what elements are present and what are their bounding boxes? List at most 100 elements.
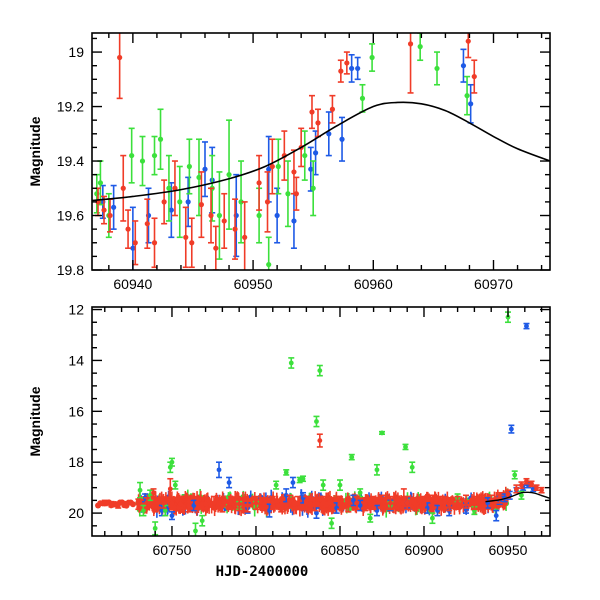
marker <box>183 234 189 240</box>
marker <box>463 499 469 505</box>
marker <box>161 500 166 506</box>
marker <box>191 503 197 508</box>
data-point <box>198 503 205 510</box>
y-tick-label: 14 <box>68 352 84 368</box>
data-point-red <box>303 495 310 511</box>
marker <box>308 166 314 172</box>
marker <box>413 501 418 507</box>
data-point-green <box>300 475 307 483</box>
marker <box>199 518 205 524</box>
marker <box>320 482 326 488</box>
top-panel: 60940 60950 60960 60970 19 19.2 19.4 19.6 19.8 M… <box>27 32 551 292</box>
y-tick-label: 19.8 <box>57 262 84 278</box>
data-point-red <box>437 495 444 511</box>
series-blue <box>99 48 474 270</box>
data-point-red <box>308 94 315 130</box>
data-point-red <box>293 176 300 211</box>
marker <box>135 501 141 507</box>
marker <box>169 459 175 465</box>
data-point-red <box>261 497 268 512</box>
x-tick-label: 60940 <box>113 276 152 292</box>
marker <box>186 163 192 170</box>
marker <box>371 500 376 506</box>
marker <box>421 500 427 506</box>
data-point-blue <box>185 176 192 228</box>
marker <box>152 525 158 531</box>
marker <box>317 438 323 443</box>
marker <box>256 180 262 186</box>
bottom-x-axis-title: HJD-2400000 <box>216 564 309 580</box>
data-point-green <box>348 453 355 461</box>
x-tick-label: 60970 <box>474 276 513 292</box>
data-point-red <box>513 484 520 494</box>
marker <box>302 152 308 159</box>
data-point-green <box>226 119 233 230</box>
marker <box>524 478 529 484</box>
marker <box>101 207 107 213</box>
marker <box>508 426 514 432</box>
data-point-red <box>345 498 352 513</box>
data-point-green <box>93 173 100 214</box>
marker <box>196 174 202 180</box>
data-point-red <box>343 51 350 75</box>
marker <box>167 486 173 492</box>
marker <box>446 501 452 507</box>
data-point-blue <box>307 146 314 192</box>
data-point-red <box>378 494 385 509</box>
data-point-green <box>367 513 374 523</box>
data-point-red <box>429 494 436 509</box>
data-point-red <box>232 198 239 260</box>
data-point-green <box>316 364 323 377</box>
data-point-red <box>219 498 226 513</box>
data-point-green <box>336 479 343 492</box>
data-point-blue <box>110 184 117 230</box>
data-point-red <box>420 495 427 511</box>
marker <box>269 163 275 170</box>
marker <box>177 199 183 205</box>
bottom-panel: 60750 60800 60850 60900 60950 12 14 16 18 20 Magn… <box>27 302 551 580</box>
data-point-blue <box>325 111 332 157</box>
data-point-green <box>151 135 158 176</box>
marker <box>168 207 174 213</box>
marker <box>102 500 108 506</box>
data-point-green <box>378 430 385 436</box>
data-point-blue <box>145 187 152 244</box>
marker <box>293 191 299 197</box>
marker <box>139 158 146 164</box>
marker <box>471 73 477 80</box>
data-point-red <box>160 497 167 509</box>
data-point-red <box>528 480 535 488</box>
data-point-blue <box>265 135 272 203</box>
marker <box>144 500 150 506</box>
data-point-blue <box>201 141 208 198</box>
data-point-blue <box>233 173 240 258</box>
marker <box>291 218 297 224</box>
data-point-red <box>241 201 248 270</box>
data-point-red <box>188 217 195 269</box>
marker <box>270 500 276 506</box>
marker <box>261 501 267 507</box>
marker <box>125 226 131 232</box>
marker <box>429 499 435 505</box>
data-point-green <box>373 463 380 476</box>
data-point <box>307 501 314 508</box>
data-point-green <box>284 160 291 228</box>
data-point-red <box>407 33 414 94</box>
marker <box>189 240 195 246</box>
marker <box>362 501 368 507</box>
marker <box>211 500 217 506</box>
data-point-red <box>236 497 243 512</box>
y-tick-label: 18 <box>68 454 84 470</box>
data-point-red <box>465 33 472 59</box>
data-point-blue <box>460 48 467 83</box>
marker <box>159 508 165 513</box>
marker <box>303 500 309 506</box>
marker <box>349 65 355 72</box>
marker <box>513 486 519 492</box>
data-point-red <box>337 59 344 83</box>
data-point-red <box>316 433 323 448</box>
data-point-green <box>429 512 436 525</box>
marker <box>221 218 227 224</box>
y-tick-label: 20 <box>68 505 84 521</box>
marker <box>429 515 435 521</box>
